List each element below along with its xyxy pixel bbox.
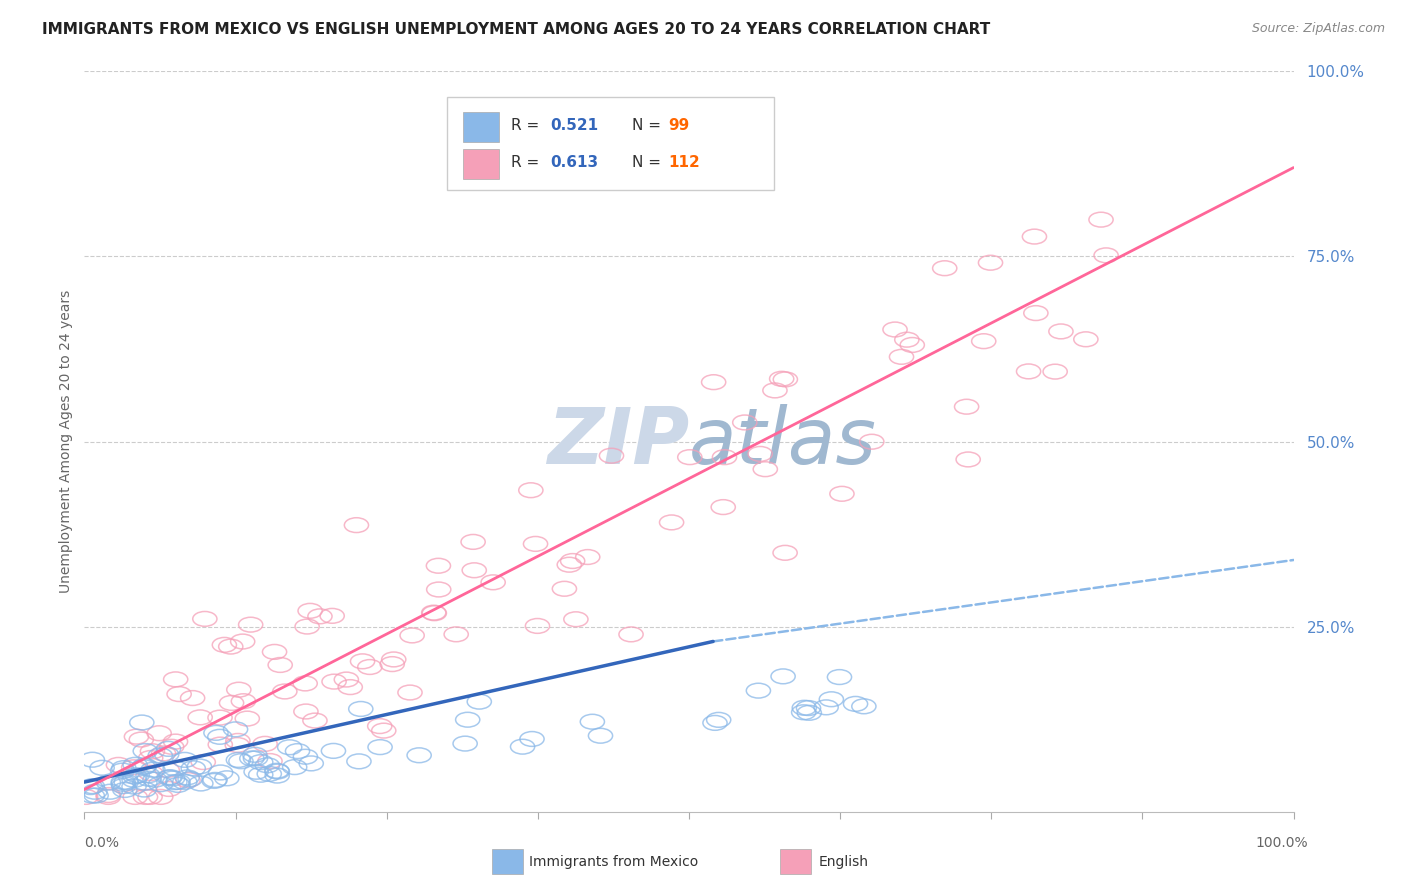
Text: 0.521: 0.521 (550, 118, 598, 133)
Text: 0.0%: 0.0% (84, 836, 120, 850)
FancyBboxPatch shape (447, 97, 773, 190)
Text: English: English (818, 855, 869, 869)
Text: R =: R = (512, 155, 544, 169)
Text: N =: N = (633, 118, 666, 133)
Text: 112: 112 (668, 155, 700, 169)
FancyBboxPatch shape (463, 112, 499, 142)
Text: Immigrants from Mexico: Immigrants from Mexico (529, 855, 697, 869)
Text: 100.0%: 100.0% (1256, 836, 1308, 850)
Text: atlas: atlas (689, 403, 877, 480)
Text: IMMIGRANTS FROM MEXICO VS ENGLISH UNEMPLOYMENT AMONG AGES 20 TO 24 YEARS CORRELA: IMMIGRANTS FROM MEXICO VS ENGLISH UNEMPL… (42, 22, 990, 37)
Text: 99: 99 (668, 118, 689, 133)
Text: Source: ZipAtlas.com: Source: ZipAtlas.com (1251, 22, 1385, 36)
Text: N =: N = (633, 155, 666, 169)
Text: 0.613: 0.613 (550, 155, 598, 169)
Text: R =: R = (512, 118, 544, 133)
FancyBboxPatch shape (463, 149, 499, 178)
Y-axis label: Unemployment Among Ages 20 to 24 years: Unemployment Among Ages 20 to 24 years (59, 290, 73, 593)
Text: ZIP: ZIP (547, 403, 689, 480)
